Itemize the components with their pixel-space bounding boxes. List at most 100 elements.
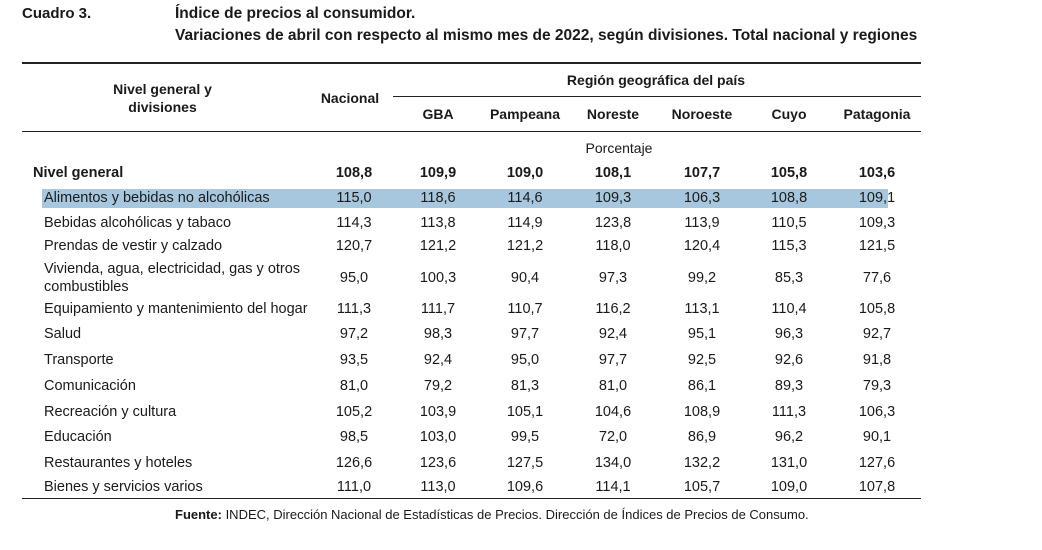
row-label: Restaurantes y hoteles: [44, 455, 193, 471]
table-cell: 92,4: [598, 326, 628, 342]
table-cell: 85,3: [774, 270, 804, 286]
table-cell: 108,8: [770, 190, 808, 206]
table-cell: 91,8: [862, 352, 892, 368]
source-label: Fuente:: [175, 507, 222, 522]
table-cell: 99,2: [687, 270, 717, 286]
row-highlight: [42, 189, 888, 208]
table-cell: 120,4: [683, 238, 721, 254]
row-label: Nivel general: [33, 165, 124, 181]
table-cell: 110,5: [771, 215, 807, 231]
table-cell: 92,6: [774, 352, 804, 368]
table-cell: 110,7: [507, 301, 543, 317]
row-label-continuation: combustibles: [44, 279, 129, 295]
table-title: Índice de precios al consumidor.: [175, 5, 416, 22]
region-header-patagonia: Patagonia: [843, 106, 911, 122]
table-cell: 86,1: [687, 378, 717, 394]
table-cell: 111,0: [336, 479, 372, 495]
table-cell: 72,0: [598, 429, 628, 445]
table-cell: 109,3: [858, 215, 896, 231]
table-cell: 120,7: [335, 238, 373, 254]
row-label: Vivienda, agua, electricidad, gas y otro…: [44, 261, 301, 277]
table-cell: 110,4: [771, 301, 807, 317]
table-cell: 105,1: [506, 404, 544, 420]
table-cell: 98,3: [423, 326, 453, 342]
source-note: Fuente: INDEC, Dirección Nacional de Est…: [175, 507, 809, 522]
table-cell: 121,2: [506, 238, 544, 254]
table-subtitle: Variaciones de abril con respecto al mis…: [175, 27, 918, 44]
row-label: Transporte: [44, 352, 114, 368]
table-cell: 95,1: [687, 326, 717, 342]
table-cell: 89,3: [774, 378, 804, 394]
table-cell: 113,0: [420, 479, 456, 495]
table-cell: 115,3: [771, 238, 807, 254]
table-cell: 90,4: [510, 270, 540, 286]
row-label: Prendas de vestir y calzado: [44, 238, 223, 254]
table-cell: 100,3: [419, 270, 457, 286]
region-rule: [393, 96, 921, 97]
table-cell: 81,0: [339, 378, 369, 394]
row-label: Bienes y servicios varios: [44, 479, 203, 495]
table-cell: 104,6: [594, 404, 632, 420]
table-cell: 109,6: [506, 479, 544, 495]
source-text: INDEC, Dirección Nacional de Estadística…: [221, 507, 809, 522]
row-label: Educación: [44, 429, 112, 445]
table-cell: 127,6: [858, 455, 896, 471]
table-cell: 95,0: [510, 352, 540, 368]
table-cell: 107,8: [858, 479, 896, 495]
table-cell: 98,5: [339, 429, 369, 445]
table-cell: 79,2: [423, 378, 453, 394]
nacional-header: Nacional: [320, 90, 380, 106]
table-cell: 111,3: [771, 404, 807, 420]
row-label: Salud: [44, 326, 82, 342]
table-cell: 99,5: [510, 429, 540, 445]
unit-label: Porcentaje: [585, 140, 653, 156]
first-col-header-line2: divisiones: [128, 99, 197, 115]
table-cell: 113,9: [684, 215, 720, 231]
table-cell: 81,3: [510, 378, 540, 394]
table-cell: 108,8: [335, 165, 373, 181]
region-header-cuyo: Cuyo: [771, 106, 807, 122]
row-label: Recreación y cultura: [44, 404, 177, 420]
table-cell: 114,3: [336, 215, 372, 231]
table-cell: 126,6: [335, 455, 373, 471]
table-cell: 79,3: [862, 378, 892, 394]
table-cell: 109,1: [858, 190, 896, 206]
table-cell: 105,8: [858, 301, 896, 317]
table-cell: 103,0: [419, 429, 457, 445]
table-cell: 96,3: [774, 326, 804, 342]
table-cell: 96,2: [774, 429, 804, 445]
table-cell: 103,9: [419, 404, 457, 420]
table-cell: 97,7: [510, 326, 540, 342]
table-cell: 106,3: [858, 404, 896, 420]
table-cell: 118,6: [420, 190, 456, 206]
table-cell: 134,0: [594, 455, 632, 471]
table-cell: 111,7: [420, 301, 456, 317]
table-cell: 105,2: [335, 404, 373, 420]
region-header-pampeana: Pampeana: [489, 106, 561, 122]
first-col-header-line1: Nivel general y: [113, 81, 212, 97]
table-cell: 123,6: [419, 455, 457, 471]
table-cell: 95,0: [339, 270, 369, 286]
table-cell: 132,2: [683, 455, 721, 471]
table-cell: 109,0: [770, 479, 808, 495]
table-cell: 116,2: [595, 301, 631, 317]
bottom-rule: [22, 498, 921, 499]
table-cell: 113,1: [684, 301, 720, 317]
region-group-header: Región geográfica del país: [566, 72, 746, 88]
table-cell: 92,7: [862, 326, 892, 342]
table-cell: 108,9: [683, 404, 721, 420]
region-header-noroeste: Noroeste: [671, 106, 733, 122]
table-cell: 77,6: [862, 270, 892, 286]
table-cell: 92,4: [423, 352, 453, 368]
table-cell: 127,5: [506, 455, 544, 471]
table-cell: 113,8: [420, 215, 456, 231]
table-cell: 131,0: [770, 455, 808, 471]
table-cell: 81,0: [598, 378, 628, 394]
table-cell: 97,7: [598, 352, 628, 368]
table-cell: 109,9: [419, 165, 457, 181]
table-cell: 123,8: [594, 215, 632, 231]
table-cell: 121,2: [419, 238, 457, 254]
row-label: Alimentos y bebidas no alcohólicas: [44, 190, 270, 206]
table-cell: 107,7: [683, 165, 721, 181]
header-bottom-rule: [22, 131, 921, 132]
